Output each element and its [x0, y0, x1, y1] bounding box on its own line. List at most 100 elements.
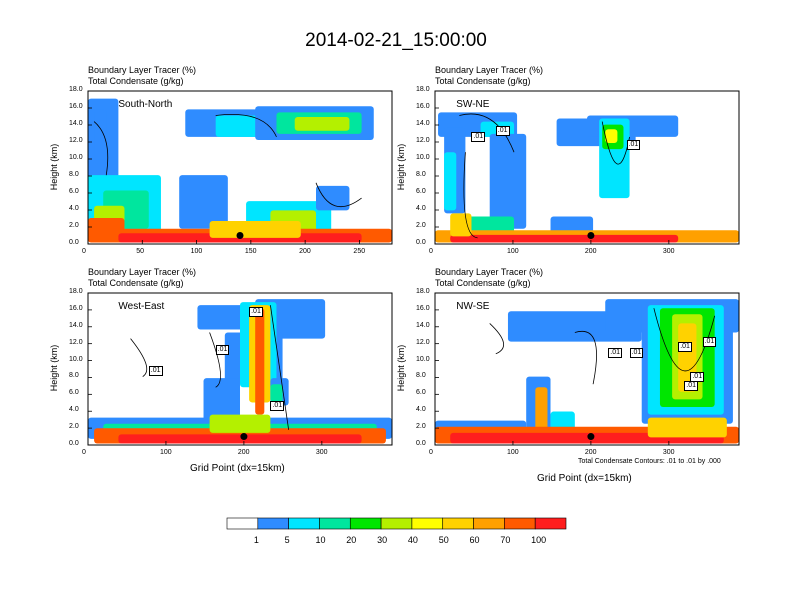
y-tick-label: 16.0	[69, 304, 83, 312]
condensate-contour	[463, 152, 478, 239]
contour-label: .01	[471, 132, 486, 143]
colorbar-label: 10	[315, 535, 326, 545]
y-tick-label: 14.0	[416, 120, 430, 127]
y-tick-label: 18.0	[69, 288, 83, 295]
y-tick-label: 8.0	[69, 171, 79, 178]
tracer-fill-14	[209, 414, 271, 433]
x-tick-label: 300	[662, 248, 675, 255]
region-label: West-East	[118, 300, 165, 312]
y-tick-label: 0.0	[69, 440, 79, 447]
x-tick-label: 0	[82, 449, 86, 456]
y-tick-label: 6.0	[69, 389, 79, 397]
y-tick-label: 4.0	[416, 205, 426, 212]
contour-label: .01	[626, 139, 641, 150]
tracer-fill-9	[535, 387, 548, 430]
tracer-fill-10	[605, 129, 618, 144]
tracer-fill-14	[450, 234, 679, 243]
contour-label: .01	[148, 365, 163, 376]
x-tick-label: 300	[662, 449, 675, 456]
contour-label: .01	[249, 306, 263, 317]
location-marker	[587, 433, 595, 441]
x-tick-label: 250	[353, 248, 366, 255]
y-tick-label: 12.0	[416, 338, 430, 346]
condensate-contour	[489, 323, 504, 355]
condensate-contour	[130, 338, 148, 377]
panel-west-east	[87, 292, 393, 446]
x-axis-label: Grid Point (dx=15km)	[537, 473, 632, 484]
colorbar-label: 100	[531, 535, 547, 545]
contour-label: .01	[270, 400, 285, 411]
plot-frame	[434, 90, 740, 245]
panel-title-line2: Total Condensate (g/kg)	[435, 76, 531, 86]
y-tick-label: 2.0	[416, 423, 426, 431]
y-tick-label: 16.0	[416, 304, 430, 312]
panel-title-line1: Boundary Layer Tracer (%)	[435, 65, 544, 75]
y-axis-label: Height (km)	[396, 143, 406, 190]
x-tick-label: 300	[315, 449, 328, 456]
y-tick-label: 16.0	[69, 103, 83, 110]
location-marker	[240, 433, 248, 441]
colorbar-swatch	[411, 517, 444, 530]
contour-label: .01	[702, 337, 717, 348]
y-tick-label: 10.0	[69, 355, 83, 363]
x-tick-label: 0	[82, 248, 86, 255]
panel-sw-ne	[434, 90, 740, 245]
y-tick-label: 8.0	[416, 171, 426, 178]
x-tick-label: 0	[429, 248, 433, 255]
contour-note: Total Condensate Contours: .01 to .01 by…	[578, 458, 721, 465]
y-tick-label: 2.0	[69, 222, 79, 229]
y-tick-label: 14.0	[69, 120, 83, 127]
x-axis-label: Grid Point (dx=15km)	[190, 463, 285, 474]
tracer-fill-12	[179, 175, 228, 229]
condensate-contour	[459, 113, 515, 153]
y-tick-label: 6.0	[416, 389, 426, 397]
tracer-fill-11	[294, 117, 350, 131]
figure-title: 2014-02-21_15:00:00	[305, 30, 487, 51]
colorbar-swatch	[473, 517, 505, 530]
colorbar-label: 20	[346, 535, 357, 545]
colorbar-label: 30	[377, 535, 388, 545]
colorbar	[226, 517, 567, 530]
contour-label: .01	[495, 126, 510, 137]
x-tick-label: 200	[299, 248, 311, 255]
tracer-fill-6	[255, 308, 265, 415]
location-marker	[587, 232, 595, 239]
condensate-contour	[574, 330, 597, 385]
colorbar-label: 40	[407, 535, 418, 545]
colorbar-swatch	[226, 517, 259, 530]
colorbar-swatch	[442, 517, 474, 530]
colorbar-swatch	[349, 517, 382, 530]
y-tick-label: 18.0	[69, 86, 83, 93]
colorbar-label: 5	[284, 535, 290, 545]
colorbar-label: 50	[438, 535, 449, 545]
y-tick-label: 0.0	[69, 239, 79, 246]
x-tick-label: 0	[429, 449, 433, 456]
y-tick-label: 4.0	[69, 205, 79, 212]
contour-label: .01	[629, 347, 644, 358]
x-tick-label: 100	[159, 449, 172, 456]
panel-title-line2: Total Condensate (g/kg)	[88, 76, 184, 86]
contour-label: .01	[678, 341, 692, 352]
colorbar-swatch	[319, 517, 351, 530]
y-tick-label: 4.0	[416, 406, 426, 414]
x-tick-label: 200	[237, 449, 250, 456]
y-tick-label: 12.0	[416, 137, 430, 144]
plot-frame	[87, 90, 393, 245]
panel-title-line2: Total Condensate (g/kg)	[88, 278, 184, 288]
colorbar-swatch	[504, 517, 536, 530]
contour-label: .01	[684, 381, 698, 392]
plot-frame	[87, 292, 393, 446]
condensate-contour	[93, 121, 109, 176]
x-tick-label: 100	[190, 248, 203, 255]
y-axis-label: Height (km)	[49, 344, 59, 392]
tracer-fill-2	[94, 109, 107, 160]
y-tick-label: 10.0	[416, 355, 430, 363]
colorbar-swatch	[288, 517, 320, 530]
y-tick-label: 4.0	[69, 406, 79, 414]
y-tick-label: 2.0	[416, 222, 426, 229]
tracer-fill-18	[209, 221, 301, 238]
condensate-contour	[270, 305, 290, 430]
condensate-contour	[215, 114, 277, 138]
plot-frame	[434, 292, 740, 446]
